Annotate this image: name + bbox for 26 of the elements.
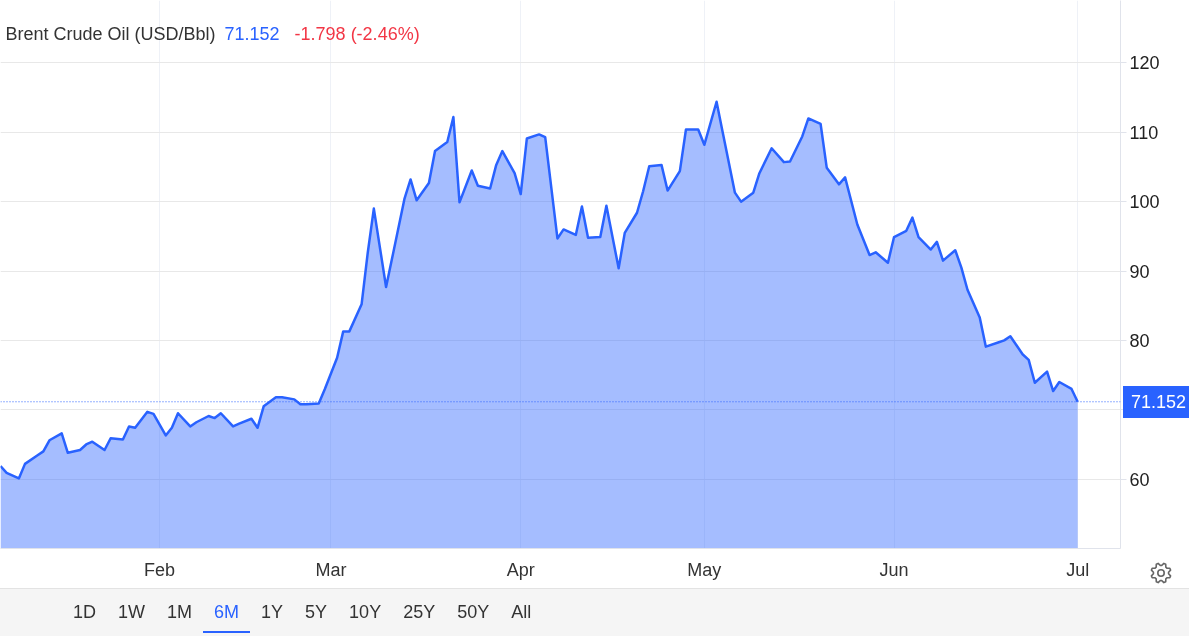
y-tick-label: 100 bbox=[1129, 192, 1160, 213]
text: 1W bbox=[117, 601, 146, 624]
text: 50Y bbox=[456, 601, 491, 624]
annotation: 71.152 bbox=[224, 24, 280, 44]
text: 1M bbox=[166, 601, 194, 624]
x-tick-label: Feb bbox=[144, 559, 176, 580]
x-tick-label: May bbox=[687, 559, 722, 580]
text: 10Y bbox=[348, 601, 383, 624]
x-tick-label: Jun bbox=[879, 559, 909, 580]
text: 1Y bbox=[260, 601, 285, 624]
text: All bbox=[510, 601, 533, 624]
x-tick-label: Apr bbox=[506, 559, 535, 580]
y-tick-label: 120 bbox=[1129, 53, 1160, 74]
text: Brent Crude Oil (USD/Bbl) bbox=[5, 23, 216, 44]
annotation: -1.798 (-2.46%) bbox=[294, 23, 420, 44]
text: 6M bbox=[203, 589, 251, 633]
x-tick-label: Jul bbox=[1066, 559, 1090, 580]
ref-line-label: 71.152 bbox=[1123, 386, 1189, 419]
y-tick-label: 110 bbox=[1129, 122, 1159, 143]
text: 25Y bbox=[402, 601, 437, 624]
text: 5Y bbox=[304, 601, 329, 624]
y-tick-label: 60 bbox=[1129, 469, 1150, 490]
y-tick-label: 90 bbox=[1129, 261, 1150, 282]
y-tick-label: 80 bbox=[1129, 330, 1150, 351]
text: 1D bbox=[72, 601, 97, 624]
x-tick-label: Mar bbox=[315, 559, 347, 580]
